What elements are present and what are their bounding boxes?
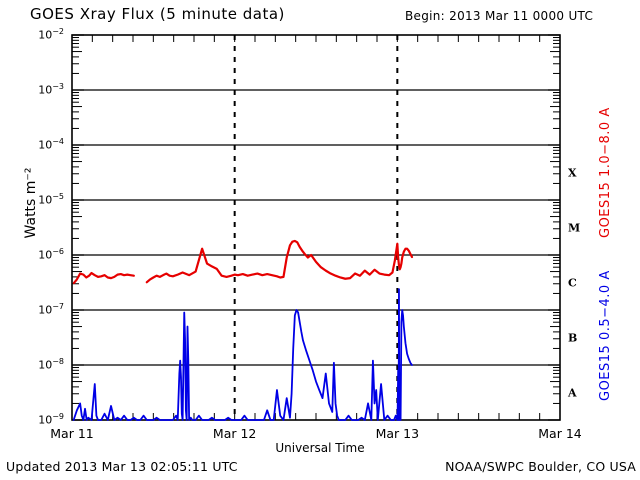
x-tick-label: Mar 12 bbox=[212, 426, 257, 441]
x-tick-label: Mar 13 bbox=[375, 426, 420, 441]
x-axis-label: Universal Time bbox=[275, 441, 365, 455]
x-tick-label: Mar 11 bbox=[50, 426, 94, 441]
page-title: GOES Xray Flux (5 minute data) bbox=[30, 5, 285, 23]
flare-class-label: M bbox=[568, 221, 581, 234]
credit-label: NOAA/SWPC Boulder, CO USA bbox=[445, 459, 636, 474]
flare-class-label: X bbox=[568, 166, 577, 179]
y-tick-label: 10−9 bbox=[38, 412, 64, 427]
y-tick-label: 10−8 bbox=[38, 357, 64, 372]
y-tick-label: 10−3 bbox=[38, 82, 64, 97]
y-tick-label: 10−4 bbox=[38, 137, 64, 152]
flare-class-label: A bbox=[568, 386, 577, 399]
y-tick-label: 10−2 bbox=[38, 27, 64, 42]
flare-class-label: C bbox=[568, 276, 577, 289]
begin-time-label: Begin: 2013 Mar 11 0000 UTC bbox=[405, 9, 594, 23]
y-tick-label: 10−5 bbox=[38, 192, 64, 207]
y-tick-label: 10−7 bbox=[38, 302, 64, 317]
x-tick-label: Mar 14 bbox=[538, 426, 582, 441]
y-tick-label: 10−6 bbox=[38, 247, 64, 262]
flare-class-label: B bbox=[568, 331, 578, 344]
updated-timestamp: Updated 2013 Mar 13 02:05:11 UTC bbox=[6, 459, 238, 474]
